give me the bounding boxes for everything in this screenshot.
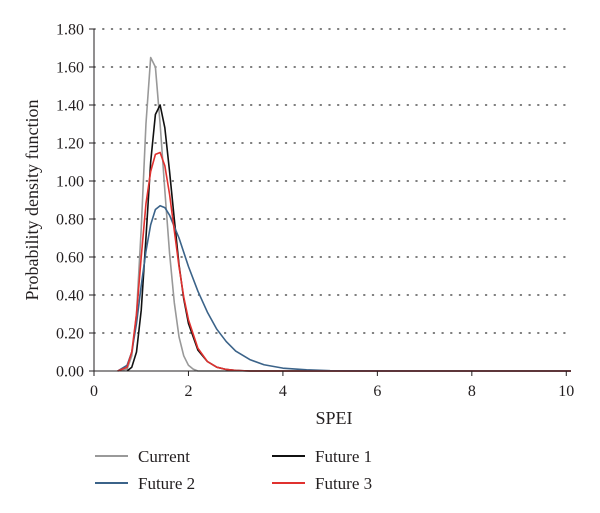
y-tick-label-9: 1.80 xyxy=(56,22,84,39)
legend-label-2: Future 2 xyxy=(138,474,195,493)
x-tick-label-2: 4 xyxy=(279,383,287,400)
y-tick-label-7: 1.40 xyxy=(56,98,84,115)
y-tick-label-4: 0.80 xyxy=(56,212,84,229)
x-tick-label-0: 0 xyxy=(90,383,98,400)
x-axis-ticks: 0 2 4 6 8 10 xyxy=(90,371,574,400)
x-tick-label-1: 2 xyxy=(184,383,192,400)
x-tick-label-5: 10 xyxy=(558,383,574,400)
gridlines xyxy=(93,28,572,334)
x-tick-label-3: 6 xyxy=(373,383,381,400)
y-tick-label-5: 1.00 xyxy=(56,174,84,191)
y-tick-label-6: 1.20 xyxy=(56,136,84,153)
legend-label-3: Future 3 xyxy=(315,474,372,493)
x-tick-label-4: 8 xyxy=(468,383,476,400)
series-line-future-2 xyxy=(117,204,571,372)
legend-label-1: Future 1 xyxy=(315,447,372,466)
legend-label-0: Current xyxy=(138,447,190,466)
x-axis-title: SPEI xyxy=(315,408,352,428)
y-tick-label-3: 0.60 xyxy=(56,250,84,267)
y-tick-label-1: 0.20 xyxy=(56,326,84,343)
y-tick-label-2: 0.40 xyxy=(56,288,84,305)
axes xyxy=(93,29,571,372)
series-line-future-3 xyxy=(117,151,571,372)
y-tick-label-8: 1.60 xyxy=(56,60,84,77)
y-axis-title: Probability density function xyxy=(22,100,42,301)
y-axis-ticks: 0.00 0.20 0.40 0.60 0.80 1.00 1.20 1.40 1.60 1.80 xyxy=(56,22,94,381)
legend: Current Future 1 Future 2 Future 3 xyxy=(95,447,372,493)
series-line-future-1 xyxy=(126,104,571,372)
y-tick-label-0: 0.00 xyxy=(56,364,84,381)
